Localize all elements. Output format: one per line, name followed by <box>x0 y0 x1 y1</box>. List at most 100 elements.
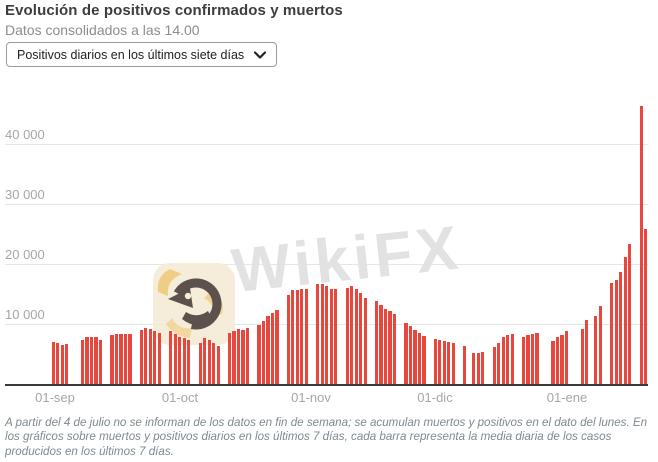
bar <box>510 334 514 384</box>
y-axis-tick-label: 30 000 <box>5 187 45 202</box>
bar <box>521 336 526 384</box>
bar <box>148 329 152 384</box>
bar <box>379 304 383 384</box>
footnote: A partir del 4 de julio no se informan d… <box>5 416 648 458</box>
bar <box>388 310 392 384</box>
bar <box>286 294 290 384</box>
bar <box>363 297 367 384</box>
bar <box>173 334 177 384</box>
metric-select[interactable]: Positivos diarios en los últimos siete d… <box>6 42 278 67</box>
y-axis-tick-label: 40 000 <box>5 127 45 142</box>
bar <box>472 352 476 384</box>
bar <box>80 340 85 384</box>
y-axis-tick-label: 10 000 <box>5 307 45 322</box>
bar <box>594 316 598 384</box>
bar <box>291 290 295 384</box>
bar <box>447 342 451 384</box>
bar <box>560 335 564 384</box>
bar <box>65 344 69 384</box>
bar <box>481 352 485 384</box>
bar <box>51 342 55 384</box>
bar <box>610 282 614 384</box>
bar <box>564 331 569 384</box>
bar <box>442 341 446 384</box>
bar <box>619 272 623 384</box>
bar <box>257 325 261 384</box>
bar <box>198 343 202 384</box>
bar <box>325 286 329 384</box>
bar <box>139 330 143 384</box>
subtitle: Datos consolidados a las 14.00 <box>5 22 200 38</box>
bar <box>492 347 496 384</box>
bar <box>526 335 530 384</box>
bar <box>203 338 207 384</box>
bar <box>261 321 266 384</box>
bar <box>555 337 560 384</box>
bar <box>408 325 413 384</box>
bar <box>216 345 220 384</box>
x-axis-tick-label: 01-sep <box>35 390 75 405</box>
y-axis-tick-label: 20 000 <box>5 247 45 262</box>
bar <box>359 293 363 384</box>
x-axis-line <box>5 384 648 386</box>
bar <box>374 300 379 384</box>
bar <box>451 342 455 384</box>
bar <box>295 290 299 384</box>
bar <box>89 337 94 384</box>
page-title: Evolución de positivos confirmados y mue… <box>5 2 343 19</box>
bar <box>316 284 320 384</box>
bar <box>60 345 64 384</box>
bar <box>98 339 103 384</box>
bar <box>212 342 216 384</box>
bar <box>404 322 408 384</box>
bar <box>438 340 442 384</box>
bar <box>270 313 275 384</box>
bar <box>506 335 510 384</box>
bar <box>433 339 437 384</box>
bar <box>182 337 186 384</box>
x-axis-tick-label: 01-dic <box>417 390 453 405</box>
bar <box>128 334 132 384</box>
x-axis-tick-label: 01-ene <box>546 390 588 405</box>
bar <box>304 288 308 384</box>
bar <box>580 329 584 384</box>
gridline <box>5 204 648 205</box>
chevron-down-icon <box>254 50 267 59</box>
bar <box>598 306 602 384</box>
bar <box>329 289 333 384</box>
bar <box>119 333 123 384</box>
bar <box>245 327 250 384</box>
bar <box>144 327 148 384</box>
bar <box>422 336 426 384</box>
bar <box>501 337 505 384</box>
bar <box>232 331 236 384</box>
bar <box>530 334 535 384</box>
bar <box>476 352 480 384</box>
bar <box>463 346 467 384</box>
bar <box>227 333 232 384</box>
bar <box>350 286 354 384</box>
bar <box>320 284 324 384</box>
bar <box>345 288 349 384</box>
bar <box>614 279 618 384</box>
bar <box>110 335 114 384</box>
bar <box>497 342 501 384</box>
bar <box>639 106 643 384</box>
metric-select-value: Positivos diarios en los últimos siete d… <box>17 47 245 62</box>
bar <box>94 336 98 384</box>
bar <box>266 316 270 384</box>
bar <box>383 309 388 384</box>
bar <box>535 333 539 384</box>
bar <box>585 319 589 384</box>
bar <box>551 341 555 384</box>
bar <box>187 340 191 384</box>
bar <box>157 333 161 384</box>
gridline <box>5 264 648 265</box>
gridline <box>5 144 648 145</box>
bar <box>169 331 173 384</box>
bar <box>236 329 241 384</box>
bar <box>354 289 358 384</box>
bar <box>417 333 422 384</box>
